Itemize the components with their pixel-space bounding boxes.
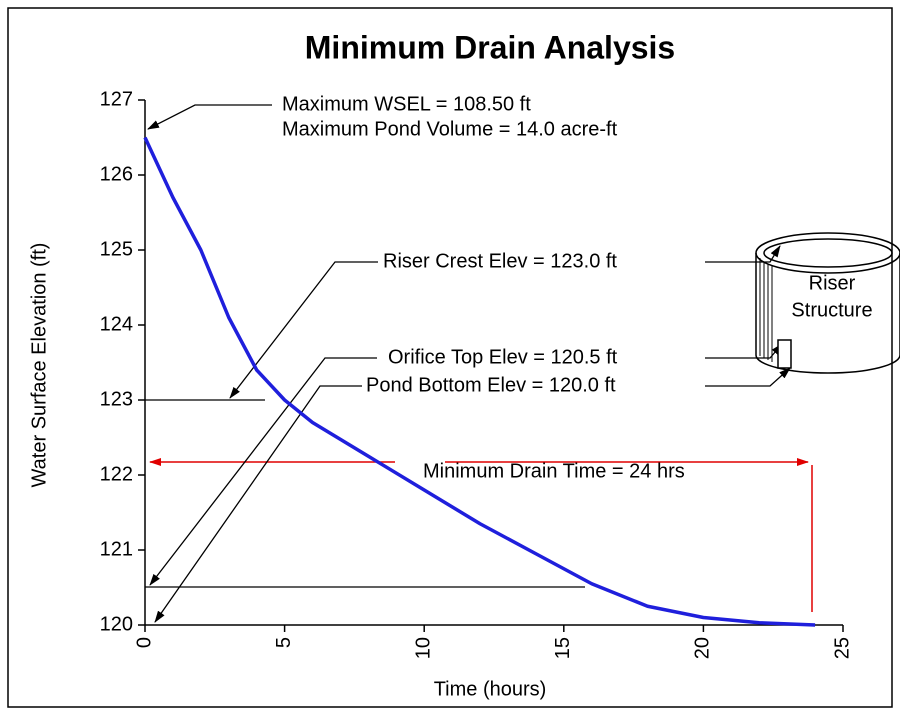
x-tick-label: 10 bbox=[412, 637, 434, 659]
leader-arrow bbox=[705, 245, 781, 263]
riser-label: Structure bbox=[791, 299, 872, 321]
y-tick-label: 124 bbox=[100, 313, 133, 335]
annotation: Maximum WSEL = 108.50 ft bbox=[282, 93, 531, 115]
y-tick-label: 126 bbox=[100, 163, 133, 185]
x-tick-label: 15 bbox=[552, 637, 574, 659]
leader-arrow bbox=[229, 261, 378, 399]
leader-arrow bbox=[154, 385, 362, 623]
x-tick-label: 5 bbox=[273, 637, 295, 648]
y-tick-label: 122 bbox=[100, 463, 133, 485]
chart-title: Minimum Drain Analysis bbox=[305, 29, 675, 65]
x-tick-label: 25 bbox=[831, 637, 853, 659]
annotation: Maximum Pond Volume = 14.0 acre-ft bbox=[282, 118, 618, 140]
leader-arrow bbox=[705, 367, 791, 387]
y-axis-label: Water Surface Elevation (ft) bbox=[28, 243, 50, 488]
annotation: Pond Bottom Elev = 120.0 ft bbox=[366, 374, 616, 396]
leader-arrow bbox=[705, 343, 783, 359]
x-tick-label: 20 bbox=[692, 637, 714, 659]
y-tick-label: 121 bbox=[100, 538, 133, 560]
frame bbox=[7, 7, 893, 708]
data-line bbox=[143, 136, 816, 627]
riser-label: Riser bbox=[809, 272, 856, 294]
x-axis-label: Time (hours) bbox=[434, 678, 547, 700]
leader-arrow bbox=[149, 357, 377, 586]
riser-structure bbox=[755, 232, 900, 374]
annotation: Minimum Drain Time = 24 hrs bbox=[423, 460, 685, 482]
y-tick-label: 125 bbox=[100, 238, 133, 260]
y-tick-label: 127 bbox=[100, 88, 133, 110]
annotation: Riser Crest Elev = 123.0 ft bbox=[383, 250, 617, 272]
x-tick-label: 0 bbox=[133, 637, 155, 648]
annotation: Orifice Top Elev = 120.5 ft bbox=[388, 346, 618, 368]
leader-arrow bbox=[147, 104, 272, 130]
y-tick-label: 123 bbox=[100, 388, 133, 410]
y-tick-label: 120 bbox=[100, 613, 133, 635]
